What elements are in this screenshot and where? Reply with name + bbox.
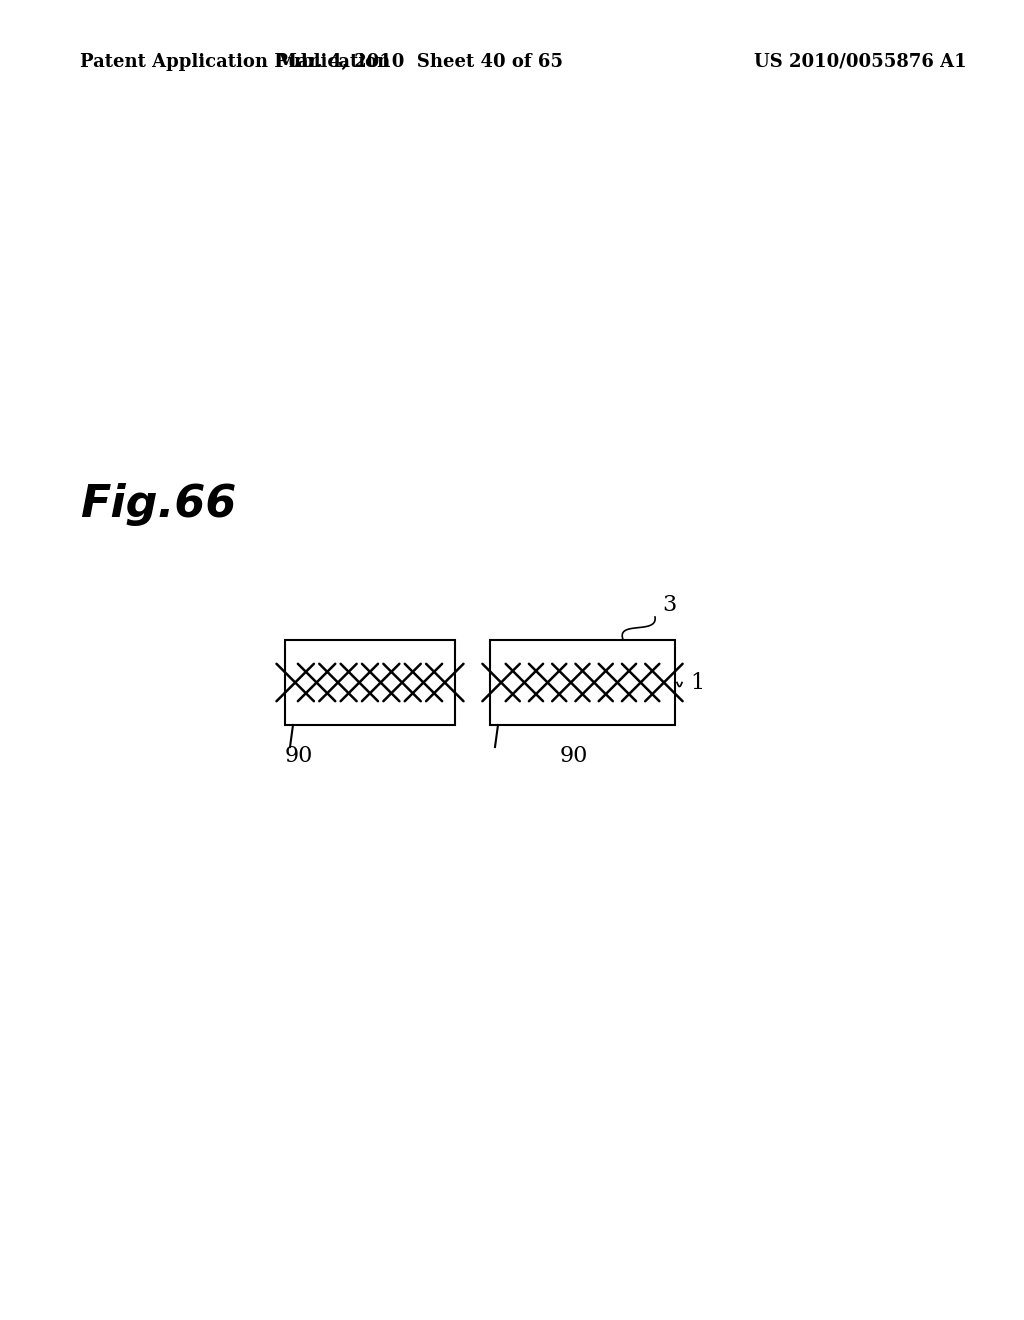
Text: 1: 1 (690, 672, 705, 694)
Text: Patent Application Publication: Patent Application Publication (80, 53, 390, 71)
Text: US 2010/0055876 A1: US 2010/0055876 A1 (754, 53, 967, 71)
Text: 90: 90 (285, 744, 313, 767)
Text: Fig.66: Fig.66 (80, 483, 237, 527)
Text: Mar. 4, 2010  Sheet 40 of 65: Mar. 4, 2010 Sheet 40 of 65 (278, 53, 563, 71)
Bar (285, 640, 455, 725)
Text: 90: 90 (560, 744, 589, 767)
Text: 3: 3 (662, 594, 676, 616)
Bar (490, 640, 675, 725)
